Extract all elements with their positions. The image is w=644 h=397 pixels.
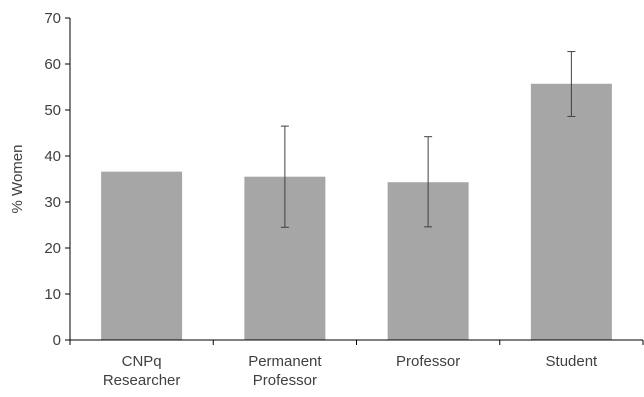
- bar: [530, 83, 612, 340]
- y-tick-label: 20: [44, 240, 61, 257]
- y-tick-label: 40: [44, 148, 61, 165]
- y-tick-label: 60: [44, 56, 61, 73]
- category-label: Permanent Professor: [248, 353, 322, 389]
- category-label: CNPq Researcher: [103, 353, 181, 389]
- category-label: Professor: [396, 353, 460, 370]
- category-label: Student: [546, 353, 599, 370]
- y-tick-label: 10: [44, 286, 61, 303]
- x-labels-group: CNPq Researcher Permanent Professor Professo…: [103, 353, 598, 389]
- y-tick-label: 0: [53, 332, 61, 349]
- y-ticks-group: 0 10 20 30 40 50 60 70: [44, 10, 644, 349]
- error-bars-group: [280, 51, 576, 228]
- y-axis-title: % Women: [9, 145, 26, 214]
- bars-group: [101, 83, 612, 340]
- y-tick-label: 30: [44, 194, 61, 211]
- y-tick-label: 70: [44, 10, 61, 27]
- bar: [101, 171, 183, 340]
- y-tick-label: 50: [44, 102, 61, 119]
